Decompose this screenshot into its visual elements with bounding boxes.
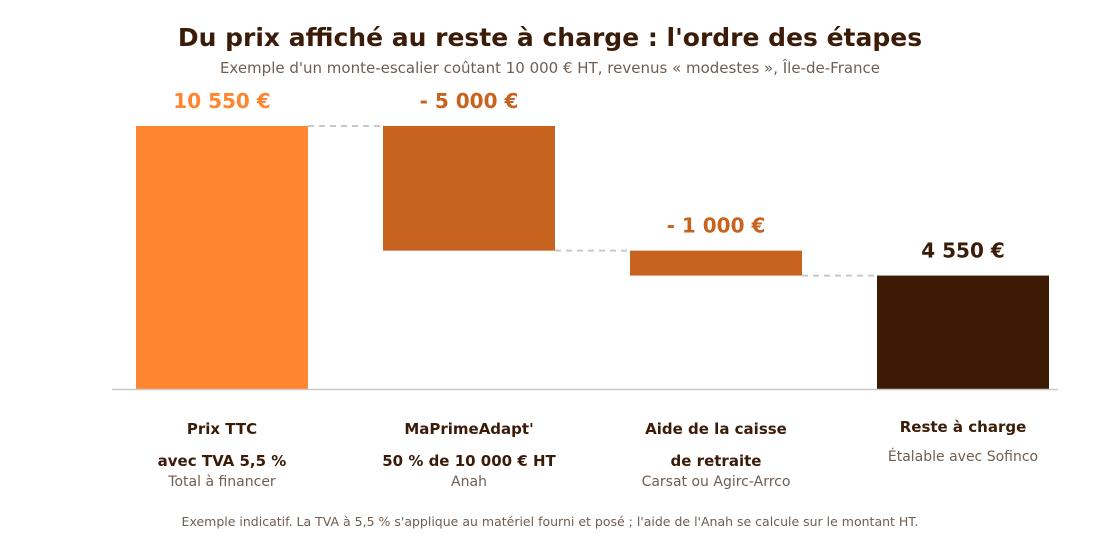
category-label-step-3-line-2: de retraite xyxy=(671,452,762,470)
value-label-step-3: - 1 000 € xyxy=(667,214,766,238)
category-labels: Prix TTC avec TVA 5,5 % Total à financer Ma… xyxy=(158,418,1038,490)
footnote: Exemple indicatif. La TVA à 5,5 % s'appl… xyxy=(182,514,919,529)
bar-step-4 xyxy=(877,275,1049,389)
category-note-step-2: Anah xyxy=(451,474,487,490)
chart-subtitle: Exemple d'un monte-escalier coûtant 10 0… xyxy=(220,58,880,77)
category-note-step-3: Carsat ou Agirc-Arrco xyxy=(642,474,791,490)
chart-title: Du prix affiché au reste à charge : l'or… xyxy=(178,23,922,52)
category-label-step-4-line-1: Reste à charge xyxy=(900,418,1027,436)
value-label-step-4: 4 550 € xyxy=(921,239,1005,263)
value-label-step-2: - 5 000 € xyxy=(420,89,519,113)
bar-step-3 xyxy=(630,250,802,276)
value-labels: 10 550 € - 5 000 € - 1 000 € 4 550 € xyxy=(173,89,1004,263)
category-label-step-1-line-1: Prix TTC xyxy=(187,420,257,438)
category-label-step-3-line-1: Aide de la caisse xyxy=(645,420,787,438)
bar-step-2 xyxy=(383,126,555,251)
connector-lines xyxy=(308,125,877,277)
category-label-step-1-line-2: avec TVA 5,5 % xyxy=(158,452,287,470)
category-label-step-2-line-2: 50 % de 10 000 € HT xyxy=(382,452,556,470)
category-note-step-4: Étalable avec Sofinco xyxy=(888,448,1038,465)
category-label-step-2-line-1: MaPrimeAdapt' xyxy=(404,420,533,438)
value-label-step-1: 10 550 € xyxy=(173,89,270,113)
bars xyxy=(136,126,1049,389)
bar-step-1 xyxy=(136,126,308,389)
category-note-step-1: Total à financer xyxy=(167,474,276,490)
